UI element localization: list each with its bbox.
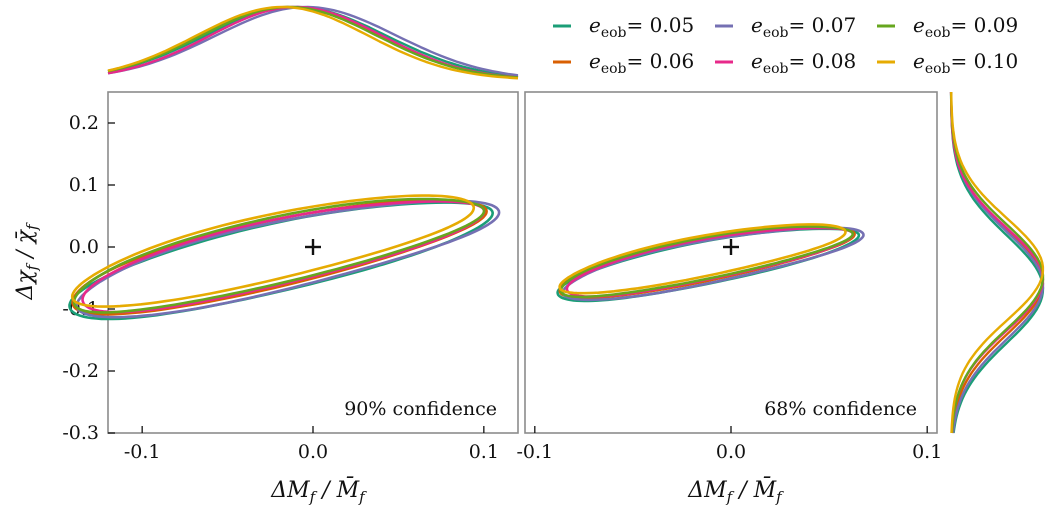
- x-tick-label: -0.1: [124, 441, 161, 463]
- legend-item-0.10: eeob= 0.10: [877, 49, 1018, 77]
- y-tick-label: -0.2: [62, 360, 99, 382]
- confidence-label: 90% confidence: [344, 398, 497, 420]
- confidence-label: 68% confidence: [764, 398, 917, 420]
- legend-label: eeob= 0.07: [751, 13, 856, 41]
- legend-item-0.06: eeob= 0.06: [553, 49, 694, 77]
- y-tick-label: -0.3: [62, 422, 99, 444]
- panel-frame: [524, 91, 938, 434]
- contour-0.07: [561, 226, 865, 302]
- x-tick-label: 0.1: [912, 441, 942, 463]
- x-tick-label: -0.1: [516, 441, 553, 463]
- legend-item-0.07: eeob= 0.07: [715, 13, 856, 41]
- legend: eeob= 0.05 eeob= 0.06 eeob= 0.07 eeob= 0.08…: [553, 13, 1018, 77]
- y-axis-title: Δχf / χ̄f: [13, 222, 41, 301]
- truth-marker: [305, 239, 321, 255]
- legend-label: eeob= 0.10: [913, 49, 1018, 77]
- contour-0.07: [75, 199, 501, 319]
- legend-label: eeob= 0.05: [589, 13, 694, 41]
- contour-0.09: [72, 197, 486, 314]
- panel-90-confidence: -0.1 0.0 0.1-0.3-0.2-0.10.00.10.2 90% conf…: [62, 91, 519, 463]
- y-tick-label: 0.0: [69, 236, 99, 258]
- x-tick-label: 0.0: [298, 441, 328, 463]
- x-tick-label: 0.0: [716, 441, 746, 463]
- legend-label: eeob= 0.08: [751, 49, 856, 77]
- truth-marker: [723, 239, 739, 255]
- contour-0.10: [70, 194, 476, 308]
- x-marginal-0.09: [107, 5, 519, 79]
- x-tick-label: 0.1: [469, 441, 499, 463]
- panel-frame: [107, 91, 519, 434]
- panel-68-confidence: -0.1 0.0 0.1 68% confidence: [516, 91, 942, 463]
- contour-0.09: [559, 225, 855, 299]
- y-marginal-distribution: [949, 91, 1045, 434]
- y-tick-label: 0.1: [69, 174, 99, 196]
- legend-item-0.05: eeob= 0.05: [553, 13, 694, 41]
- legend-item-0.09: eeob= 0.09: [877, 13, 1018, 41]
- contour-0.10: [558, 223, 847, 295]
- y-marginal-0.10: [950, 91, 1045, 434]
- legend-label: eeob= 0.09: [913, 13, 1018, 41]
- x-marginal-0.08: [107, 5, 519, 79]
- contour-0.08: [81, 200, 486, 314]
- x-axis-title-left: ΔMf / M̄f: [270, 476, 367, 506]
- legend-item-0.08: eeob= 0.08: [715, 49, 856, 77]
- x-marginal-distribution: [107, 5, 519, 80]
- x-axis-title-right: ΔMf / M̄f: [687, 476, 784, 506]
- x-marginal-0.10: [107, 5, 519, 80]
- y-marginal-0.06: [949, 91, 1045, 434]
- legend-label: eeob= 0.06: [589, 49, 694, 77]
- y-tick-label: 0.2: [69, 112, 99, 134]
